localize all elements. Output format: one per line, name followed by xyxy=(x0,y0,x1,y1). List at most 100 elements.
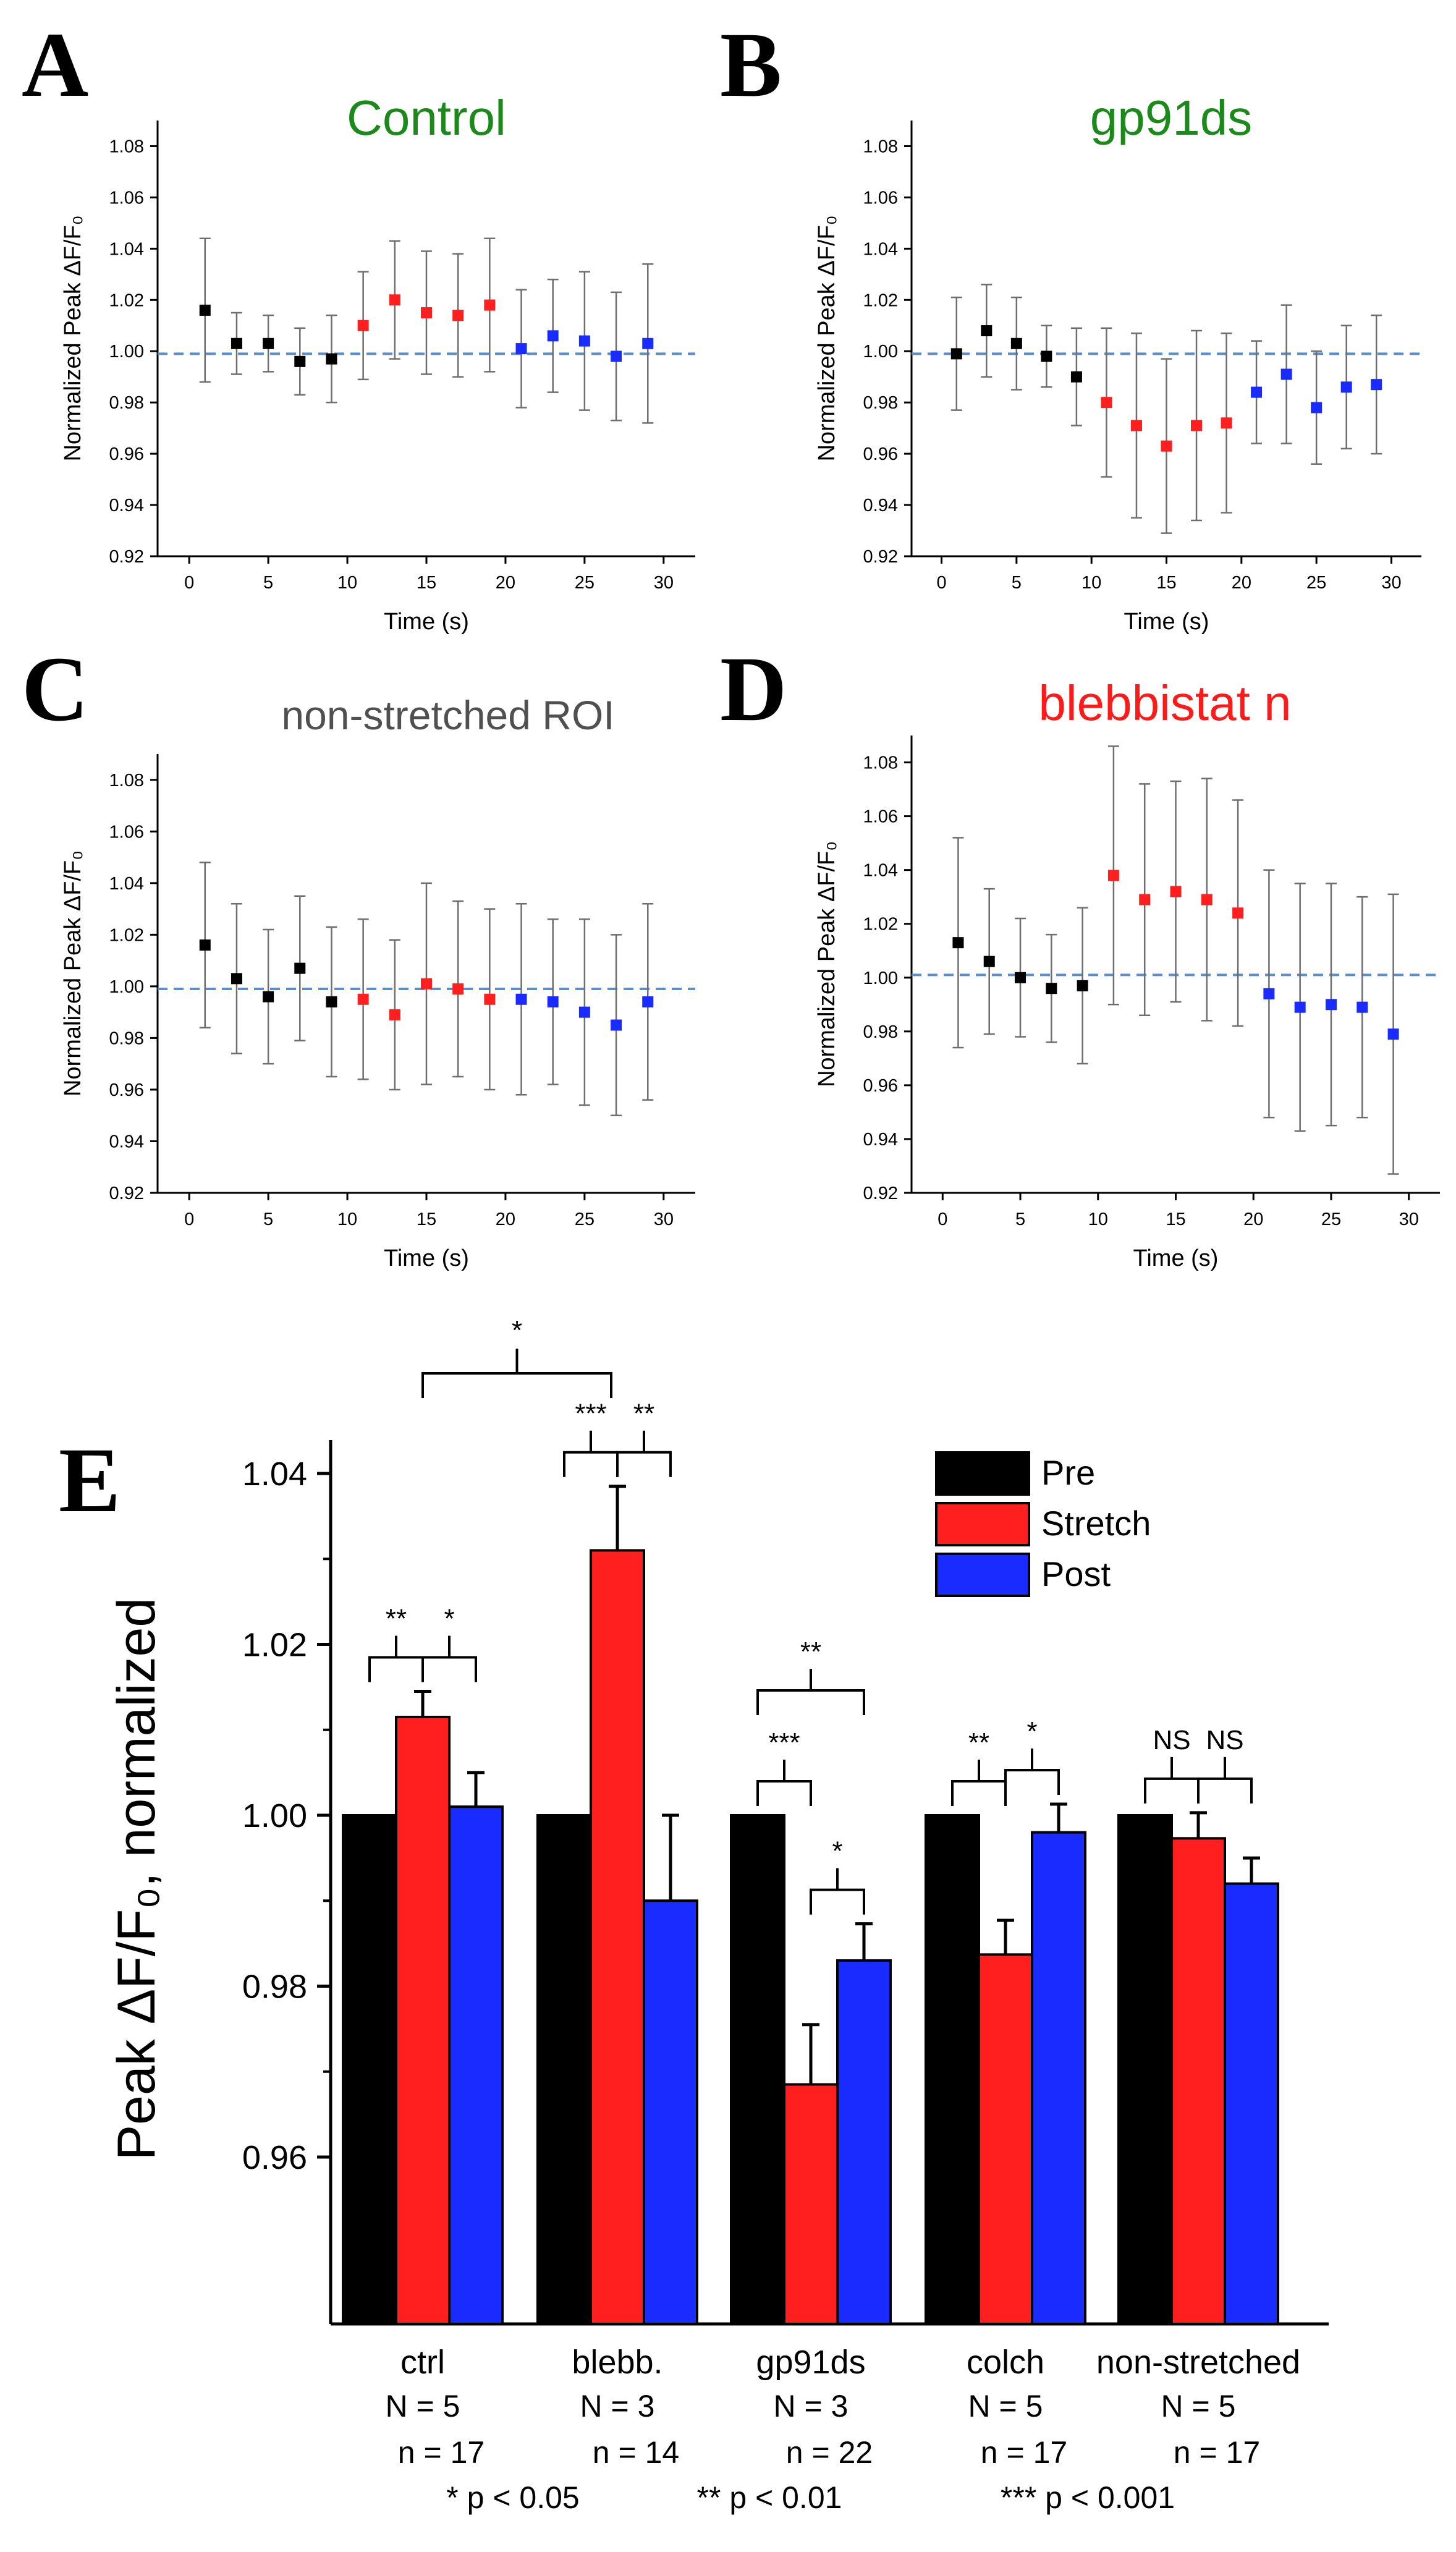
bar-stretch xyxy=(590,1549,645,2325)
significance-label: *** xyxy=(575,1399,606,1429)
y-axis-label: Normalized Peak ΔF/F₀ xyxy=(60,215,86,461)
y-tick-label: 1.02 xyxy=(863,915,898,935)
y-tick-label: 0.98 xyxy=(242,1969,307,2006)
x-axis-label: Time (s) xyxy=(384,609,469,635)
x-tick-label: 5 xyxy=(263,1210,273,1229)
x-tick-label: 25 xyxy=(575,573,595,593)
y-tick-label: 1.04 xyxy=(863,239,898,259)
bar-stretch xyxy=(978,1953,1033,2325)
data-point-stretch xyxy=(1161,440,1172,452)
data-point-post xyxy=(1340,381,1352,393)
group-label: non-stretched xyxy=(1096,2344,1300,2381)
significance-bracket xyxy=(1144,1777,1200,1804)
data-point-post xyxy=(578,1006,590,1018)
significance-bracket xyxy=(810,1888,865,1915)
data-point-post xyxy=(611,350,622,362)
y-tick-label: 1.06 xyxy=(863,188,898,208)
bar-stretch xyxy=(395,1716,451,2325)
bar-stretch xyxy=(783,2083,839,2326)
data-point-stretch xyxy=(421,307,432,319)
bar-pre xyxy=(730,1814,785,2325)
x-tick-label: 5 xyxy=(1015,1210,1025,1229)
x-axis-label: Time (s) xyxy=(384,1245,469,1271)
data-point-pre xyxy=(1077,980,1088,991)
bar-pre xyxy=(925,1814,980,2325)
data-point-post xyxy=(642,996,654,1007)
data-point-stretch xyxy=(1232,907,1244,919)
data-point-pre xyxy=(294,962,306,974)
group-n: n = 17 xyxy=(398,2435,485,2470)
x-tick-label: 15 xyxy=(417,573,436,593)
bar-pre xyxy=(536,1814,592,2325)
significance-label: * xyxy=(1026,1716,1037,1747)
bar-post xyxy=(836,1959,892,2325)
y-tick-label: 1.06 xyxy=(109,188,144,208)
data-point-post xyxy=(611,1019,622,1031)
data-point-stretch xyxy=(452,983,464,995)
group-significance-bracket xyxy=(421,1372,612,1398)
x-tick-label: 25 xyxy=(1306,573,1326,593)
data-point-pre xyxy=(1041,350,1052,362)
y-tick-label: 1.00 xyxy=(109,342,144,362)
significance-label: ** xyxy=(633,1399,654,1429)
panel-title: Control xyxy=(347,90,506,145)
significance-label: NS xyxy=(1206,1725,1243,1755)
data-point-stretch xyxy=(1107,870,1119,881)
significance-bracket xyxy=(951,1780,1007,1806)
y-tick-label: 1.02 xyxy=(109,925,144,945)
significance-label: ** xyxy=(968,1727,989,1758)
x-tick-label: 15 xyxy=(417,1210,436,1229)
y-tick-label: 0.96 xyxy=(242,2139,307,2176)
group-label: blebb. xyxy=(572,2344,662,2381)
group-N: N = 3 xyxy=(774,2389,849,2423)
data-point-post xyxy=(1387,1028,1399,1040)
significance-bracket xyxy=(563,1451,619,1477)
y-tick-label: 1.02 xyxy=(863,290,898,310)
x-tick-label: 30 xyxy=(654,573,674,593)
y-tick-label: 0.96 xyxy=(863,1076,898,1096)
data-point-pre xyxy=(199,939,211,951)
group-significance-label: ** xyxy=(800,1637,821,1667)
data-point-stretch xyxy=(1201,894,1213,905)
bar-pre xyxy=(1117,1814,1173,2325)
data-point-stretch xyxy=(1139,894,1151,905)
x-tick-label: 20 xyxy=(1243,1210,1263,1229)
panel-title: gp91ds xyxy=(1090,90,1252,145)
legend-swatch-stretch xyxy=(935,1502,1030,1546)
data-point-stretch xyxy=(484,993,496,1005)
data-point-stretch xyxy=(484,299,496,311)
y-tick-label: 1.00 xyxy=(863,342,898,362)
y-tick-label: 0.92 xyxy=(863,547,898,567)
x-tick-label: 10 xyxy=(337,573,357,593)
significance-label: * xyxy=(832,1836,842,1867)
significance-bracket xyxy=(756,1780,812,1806)
footnote-text: *** p < 0.001 xyxy=(1001,2480,1175,2515)
group-n: n = 14 xyxy=(593,2435,679,2470)
y-tick-label: 0.94 xyxy=(109,496,144,515)
x-tick-label: 10 xyxy=(337,1210,357,1229)
x-tick-label: 5 xyxy=(1012,573,1022,593)
data-point-post xyxy=(515,343,527,355)
y-tick-label: 1.04 xyxy=(242,1456,307,1493)
significance-bracket xyxy=(368,1656,424,1682)
group-N: N = 5 xyxy=(968,2389,1043,2423)
data-point-pre xyxy=(263,991,274,1003)
group-N: N = 5 xyxy=(1161,2389,1236,2423)
y-tick-label: 0.92 xyxy=(863,1184,898,1203)
significance-bracket xyxy=(1004,1769,1060,1795)
legend-label: Pre xyxy=(1041,1453,1095,1492)
group-significance-bracket xyxy=(756,1689,865,1715)
data-point-pre xyxy=(231,973,242,985)
x-tick-label: 20 xyxy=(496,1210,515,1229)
bar-post xyxy=(1224,1882,1279,2326)
y-tick-label: 1.02 xyxy=(109,290,144,310)
group-N: N = 5 xyxy=(386,2389,460,2423)
panel-e: E 0.96 0.98 1.00 1.02 1.04 Peak ΔF/F₀, normali… xyxy=(59,1315,1329,2515)
data-point-pre xyxy=(950,348,962,360)
data-point-stretch xyxy=(1101,397,1112,409)
x-tick-label: 15 xyxy=(1156,573,1176,593)
y-tick-label: 1.08 xyxy=(863,753,898,773)
x-tick-label: 15 xyxy=(1166,1210,1185,1229)
